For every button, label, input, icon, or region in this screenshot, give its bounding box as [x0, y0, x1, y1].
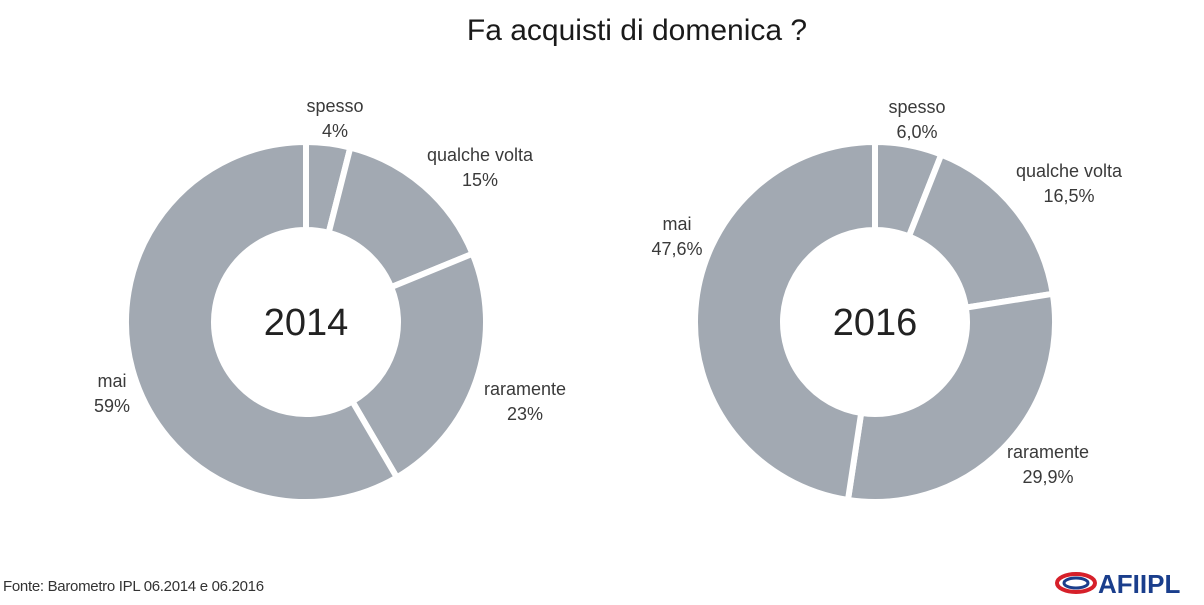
afiipl-logo: AFIIPL [1055, 569, 1180, 598]
slice-value-label: 23% [507, 404, 543, 424]
slice-value-label: 47,6% [651, 239, 702, 259]
donut-2016: spesso 6,0% qualche volta 16,5% raramente 29,… [651, 97, 1123, 505]
slice-value-label: 59% [94, 396, 130, 416]
slice-value-label: 4% [322, 121, 348, 141]
donut-charts: spesso 4% qualche volta 15% raramente 23% mai 5… [93, 96, 1124, 505]
slice-label: raramente [1007, 442, 1089, 462]
slice-label: spesso [306, 96, 363, 116]
slice-mai-2016 [692, 138, 878, 504]
slice-label: spesso [888, 97, 945, 117]
slice-label: qualche volta [427, 145, 534, 165]
slice-raramente-2016 [844, 290, 1058, 505]
center-year-label: 2014 [264, 302, 349, 344]
source-note: Fonte: Barometro IPL 06.2014 e 06.2016 [3, 578, 264, 595]
slice-value-label: 29,9% [1022, 467, 1073, 487]
slice-value-label: 16,5% [1043, 186, 1094, 206]
donut-2014: spesso 4% qualche volta 15% raramente 23% mai 5… [94, 96, 566, 505]
slice-mai-2014 [123, 138, 401, 505]
slice-value-label: 6,0% [896, 122, 937, 142]
slice-raramente-2014 [348, 249, 489, 482]
center-year-label: 2016 [833, 302, 918, 344]
slice-qualche-volta-2014 [325, 143, 477, 292]
chart-title: Fa acquisti di domenica ? [466, 14, 808, 47]
slice-label: mai [662, 214, 691, 234]
slice-value-label: 15% [462, 170, 498, 190]
slice-label: raramente [484, 379, 566, 399]
slice-label: qualche volta [1016, 161, 1123, 181]
slice-label: mai [97, 371, 126, 391]
slice-qualche-volta-2016 [904, 150, 1057, 312]
logo-text: AFIIPL [1098, 569, 1180, 598]
